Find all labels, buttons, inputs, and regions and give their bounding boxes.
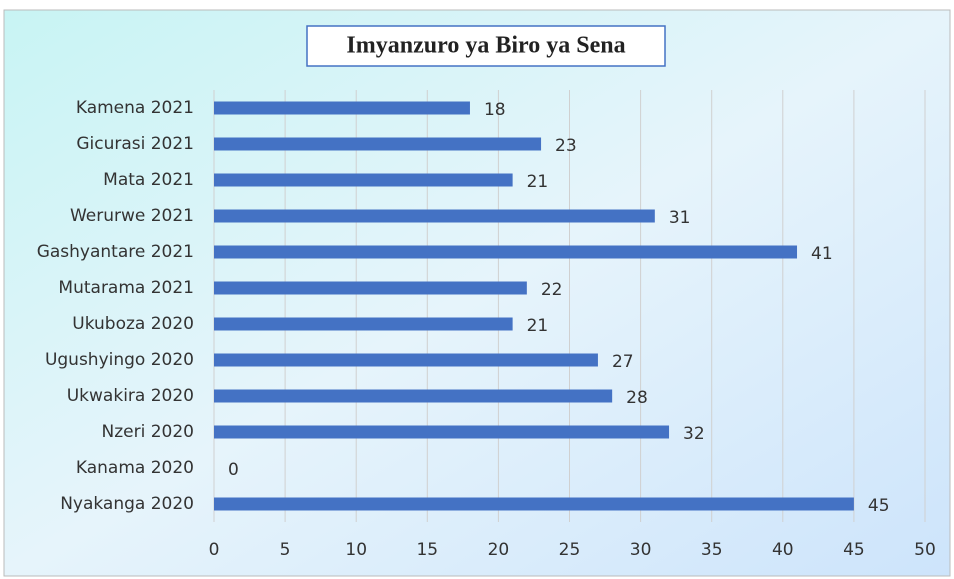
bar [214,317,513,331]
value-label: 21 [527,316,549,336]
x-tick-label: 25 [559,540,581,560]
x-tick-label: 50 [914,540,936,560]
y-tick-label: Kanama 2020 [76,458,194,478]
bar [214,281,527,295]
x-tick-label: 30 [630,540,652,560]
x-tick-label: 0 [209,540,220,560]
y-tick-label: Mata 2021 [103,170,194,190]
y-tick-label: Gashyantare 2021 [37,242,194,262]
bar [214,137,542,151]
y-tick-label: Ukuboza 2020 [72,314,194,334]
bar [214,209,655,223]
x-tick-label: 10 [345,540,367,560]
bar [214,425,670,439]
bar [214,389,613,403]
bar [214,245,798,259]
y-tick-label: Ugushyingo 2020 [45,350,194,370]
value-label: 31 [669,208,691,228]
bar [214,497,854,511]
bar [214,353,598,367]
value-label: 0 [228,460,239,480]
value-label: 18 [484,100,506,120]
value-label: 22 [541,280,563,300]
bar [214,173,513,187]
y-tick-label: Nyakanga 2020 [60,494,194,514]
y-tick-label: Nzeri 2020 [102,422,194,442]
x-tick-label: 20 [488,540,510,560]
x-tick-label: 35 [701,540,723,560]
x-tick-label: 5 [280,540,291,560]
y-tick-label: Ukwakira 2020 [67,386,194,406]
x-tick-label: 15 [416,540,438,560]
y-tick-label: Mutarama 2021 [58,278,194,298]
value-label: 32 [683,424,705,444]
y-tick-label: Werurwe 2021 [70,206,194,226]
value-label: 21 [527,172,549,192]
y-tick-label: Kamena 2021 [76,98,194,118]
chart-title: Imyanzuro ya Biro ya Sena [346,33,625,59]
x-tick-label: 45 [843,540,865,560]
value-label: 45 [868,496,890,516]
value-label: 41 [811,244,833,264]
y-tick-label: Gicurasi 2021 [76,134,194,154]
bar [214,101,470,115]
value-label: 23 [555,136,577,156]
title-box [306,25,666,67]
value-label: 28 [626,388,648,408]
value-label: 27 [612,352,634,372]
x-tick-label: 40 [772,540,794,560]
